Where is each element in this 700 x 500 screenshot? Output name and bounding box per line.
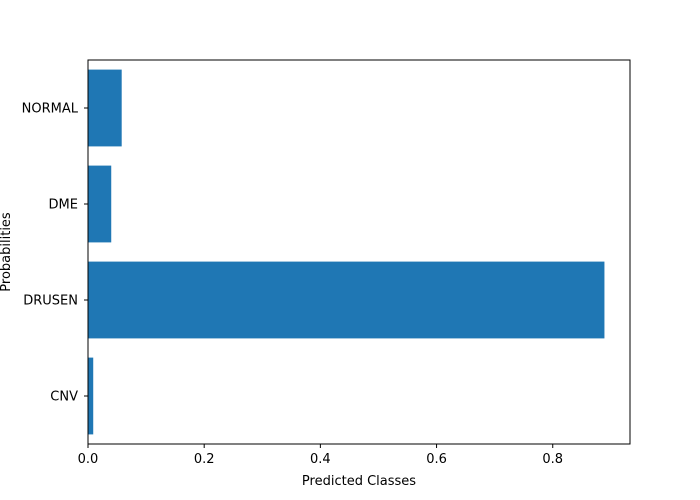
y-axis-title: Probabilities (0, 212, 14, 292)
y-tick-label-cnv: CNV (50, 390, 78, 405)
bars (88, 69, 605, 435)
x-tick-label-3: 0.6 (426, 452, 447, 467)
x-tick-label-1: 0.2 (194, 452, 215, 467)
ticks: CNV DRUSEN DME NORMAL 0.0 0.2 0.4 0.6 0.8 (22, 102, 563, 468)
x-tick-label-4: 0.8 (542, 452, 563, 467)
bar-dme (88, 165, 112, 243)
x-tick-label-0: 0.0 (78, 452, 99, 467)
y-tick-label-dme: DME (49, 198, 78, 213)
x-axis-title: Predicted Classes (302, 474, 416, 489)
bar-cnv (88, 357, 94, 435)
y-tick-label-drusen: DRUSEN (23, 294, 78, 309)
bar-normal (88, 69, 122, 147)
y-tick-label-normal: NORMAL (22, 102, 79, 117)
bar-drusen (88, 261, 605, 339)
plot-frame (87, 59, 631, 445)
x-tick-label-2: 0.4 (310, 452, 331, 467)
